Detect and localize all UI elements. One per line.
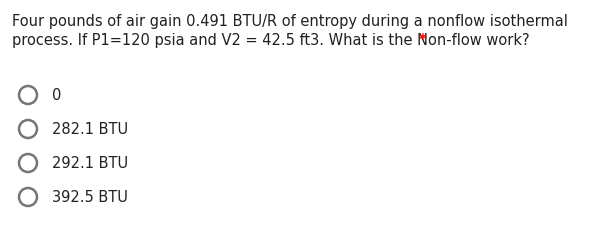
- Text: 282.1 BTU: 282.1 BTU: [52, 122, 128, 137]
- Text: 292.1 BTU: 292.1 BTU: [52, 156, 128, 171]
- Text: process. If P1=120 psia and V2 = 42.5 ft3. What is the Non-flow work?: process. If P1=120 psia and V2 = 42.5 ft…: [12, 33, 530, 48]
- Text: Four pounds of air gain 0.491 BTU/R of entropy during a nonflow isothermal: Four pounds of air gain 0.491 BTU/R of e…: [12, 14, 568, 29]
- Text: 0: 0: [52, 87, 61, 103]
- Text: 392.5 BTU: 392.5 BTU: [52, 190, 128, 205]
- Text: *: *: [414, 33, 427, 48]
